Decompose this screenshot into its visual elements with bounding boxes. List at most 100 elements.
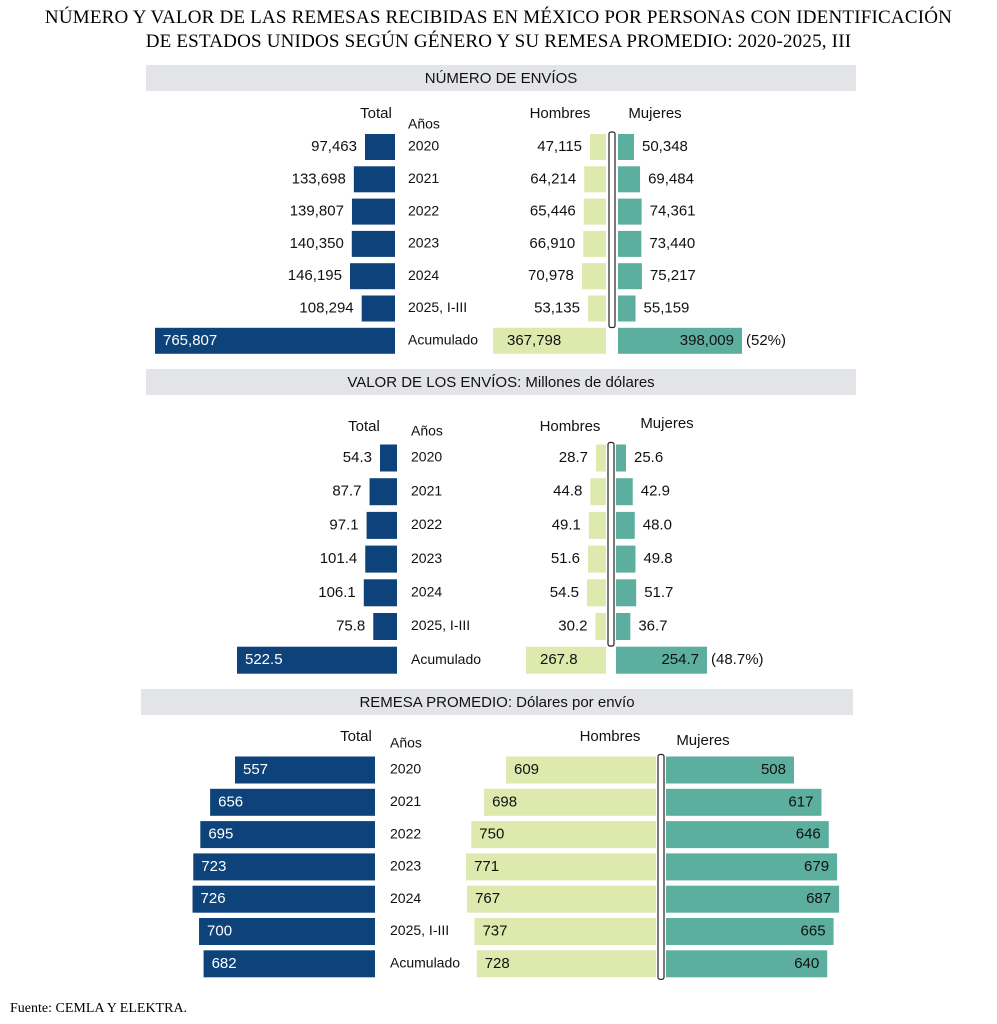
total-value-label: 700 [207,922,232,939]
hombres-bar [595,613,606,640]
total-bar [351,230,395,257]
hombres-value-label: 771 [474,858,499,875]
mujeres-bar [618,166,641,193]
hombres-bar [471,821,656,849]
total-value-label: 522.5 [245,651,283,668]
total-value-label: 97,463 [311,138,357,155]
hombres-value-label: 51.6 [551,550,580,567]
mujeres-bar [666,918,834,945]
panel-header-band [146,65,856,91]
mujeres-bar [618,263,642,290]
hombres-value-label: 70,978 [528,267,574,284]
hombres-bar [493,327,606,354]
total-value-label: 87.7 [332,483,361,500]
year-label: 2020 [411,449,442,465]
mujeres-value-label: 646 [796,826,821,843]
total-bar [369,478,397,506]
years-column-label: Años [411,423,443,439]
mujeres-bar [666,853,838,881]
mujeres-value-label: 254.7 [661,651,699,668]
hombres-bar [526,646,606,674]
total-value-label: 723 [201,858,226,875]
mujeres-value-label: 508 [761,761,786,778]
hombres-value-label: 698 [492,793,517,810]
mujeres-value-label: 69,484 [648,170,694,187]
total-bar [237,646,397,674]
year-label: 2021 [408,170,439,186]
year-label: 2024 [411,584,442,600]
total-value-label: 54.3 [343,449,372,466]
total-bar [235,756,375,784]
mujeres-value-label: 55,159 [644,299,690,316]
hombres-value-label: 44.8 [553,483,582,500]
panel-header-band [146,369,856,395]
year-label: 2023 [408,235,439,251]
year-label: 2021 [390,793,421,809]
total-column-label: Total [340,728,372,745]
mujeres-value-label: 49.8 [643,550,672,567]
chart-panel-3: REMESA PROMEDIO: Dólares por envío Total A… [141,689,853,980]
hombres-value-label: 750 [479,826,504,843]
mujeres-column-label: Mujeres [640,415,693,432]
years-column-label: Años [390,735,422,751]
mujeres-value-label: 679 [804,858,829,875]
mujeres-bar [616,478,633,506]
mujeres-bar [616,579,637,607]
mujeres-column-label: Mujeres [676,732,729,749]
hombres-value-label: 28.7 [559,449,588,466]
mujeres-bar [616,646,707,674]
year-label: 2022 [411,516,442,532]
title-line-2: DE ESTADOS UNIDOS SEGÚN GÉNERO Y SU REME… [145,31,852,52]
hombres-value-label: 64,214 [530,170,576,187]
page-title: NÚMERO Y VALOR DE LAS REMESAS RECIBIDAS … [0,6,997,54]
total-bar [373,613,397,640]
total-value-label: 140,350 [290,235,344,252]
total-bar [155,327,395,354]
panel-header-band [141,689,853,715]
mujeres-bar [666,821,829,849]
mujeres-bar [666,788,822,816]
total-bar [361,295,395,322]
share-annotation: (48.7%) [711,651,764,668]
center-divider [608,131,616,329]
year-label: 2020 [390,761,421,777]
total-value-label: 695 [208,826,233,843]
hombres-value-label: 30.2 [558,617,587,634]
mujeres-value-label: 25.6 [634,449,663,466]
year-label: 2025, I-III [411,617,470,633]
total-bar [363,579,397,607]
mujeres-bar [666,756,794,784]
mujeres-value-label: 74,361 [650,203,696,220]
year-label: 2022 [408,202,439,218]
total-column-label: Total [360,105,392,122]
total-value-label: 139,807 [290,203,344,220]
hombres-column-label: Hombres [530,105,591,122]
mujeres-value-label: 42.9 [641,483,670,500]
total-bar [193,853,375,881]
total-bar [365,545,397,573]
year-label: 2023 [390,858,421,874]
total-value-label: 726 [201,890,226,907]
mujeres-bar [666,950,828,978]
mujeres-value-label: 51.7 [644,584,673,601]
total-bar [349,263,395,290]
chart-panel-1: NÚMERO DE ENVÍOS Total Años Hombres Mujeres 2… [146,65,856,354]
hombres-value-label: 767 [475,890,500,907]
hombres-bar [588,545,606,573]
hombres-bar [587,295,606,322]
panel-title: NÚMERO DE ENVÍOS [425,70,578,87]
total-value-label: 75.8 [336,617,365,634]
total-value-label: 101.4 [320,550,358,567]
mujeres-bar [618,295,636,322]
hombres-value-label: 49.1 [552,516,581,533]
hombres-bar [474,918,656,945]
total-bar [366,511,397,539]
total-value-label: 106.1 [318,584,356,601]
hombres-bar [484,788,656,816]
year-label: Acumulado [408,332,478,348]
hombres-column-label: Hombres [580,728,641,745]
hombres-value-label: 54.5 [550,584,579,601]
total-value-label: 146,195 [288,267,342,284]
mujeres-bar [618,198,642,225]
total-bar [203,950,375,978]
